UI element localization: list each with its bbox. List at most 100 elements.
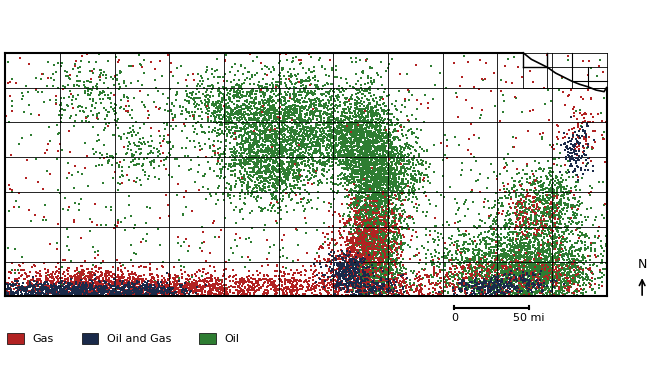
Point: [512, 263, 522, 269]
Point: [300, 141, 310, 147]
Point: [595, 267, 605, 273]
Point: [396, 213, 407, 219]
Point: [384, 174, 394, 180]
Point: [288, 124, 298, 130]
Point: [536, 184, 546, 190]
Point: [230, 125, 240, 131]
Point: [540, 205, 551, 211]
Point: [75, 59, 86, 65]
Point: [364, 268, 374, 274]
Point: [212, 67, 222, 73]
Point: [365, 186, 375, 192]
Point: [249, 168, 259, 174]
Point: [163, 289, 174, 295]
Point: [332, 260, 343, 266]
Point: [43, 288, 53, 294]
Point: [291, 110, 301, 116]
Point: [253, 164, 263, 170]
Point: [526, 281, 537, 287]
Point: [289, 287, 300, 293]
Point: [531, 278, 541, 284]
Point: [353, 283, 363, 289]
Point: [372, 267, 383, 273]
Point: [536, 233, 546, 239]
Point: [256, 156, 266, 162]
Point: [268, 192, 278, 198]
Point: [506, 250, 516, 256]
Point: [447, 252, 457, 257]
Point: [389, 151, 399, 157]
Point: [112, 285, 122, 291]
Point: [390, 261, 400, 267]
Point: [365, 235, 376, 241]
Point: [345, 148, 356, 154]
Point: [506, 253, 517, 259]
Point: [516, 283, 526, 289]
Point: [112, 289, 122, 295]
Point: [373, 195, 384, 201]
Point: [469, 268, 479, 274]
Point: [10, 282, 20, 288]
Point: [274, 149, 284, 155]
Point: [370, 259, 381, 265]
Point: [331, 93, 341, 99]
Point: [363, 211, 374, 217]
Point: [370, 174, 380, 180]
Point: [579, 145, 590, 151]
Point: [525, 222, 536, 228]
Point: [242, 151, 252, 157]
Point: [304, 96, 315, 102]
Point: [380, 224, 391, 230]
Point: [166, 107, 176, 113]
Point: [554, 266, 565, 272]
Point: [545, 267, 555, 273]
Point: [322, 154, 333, 160]
Point: [112, 293, 123, 299]
Point: [472, 267, 482, 273]
Point: [157, 285, 168, 290]
Point: [536, 274, 547, 280]
Point: [344, 148, 354, 154]
Point: [517, 231, 528, 237]
Point: [176, 243, 186, 249]
Point: [328, 152, 338, 158]
Point: [372, 135, 382, 141]
Point: [477, 270, 488, 276]
Point: [378, 168, 389, 174]
Point: [280, 101, 290, 106]
Point: [516, 275, 526, 281]
Point: [323, 91, 333, 96]
Point: [227, 64, 237, 70]
Point: [361, 96, 372, 102]
Point: [261, 137, 272, 143]
Point: [291, 119, 301, 125]
Point: [151, 282, 161, 288]
Point: [72, 73, 83, 79]
Point: [492, 278, 502, 284]
Point: [370, 239, 380, 245]
Point: [245, 279, 255, 285]
Point: [569, 279, 579, 285]
Point: [349, 243, 359, 249]
Point: [244, 151, 255, 157]
Point: [294, 104, 305, 110]
Point: [356, 214, 366, 220]
Point: [82, 85, 92, 91]
Point: [387, 292, 397, 298]
Point: [383, 249, 393, 255]
Point: [239, 120, 250, 126]
Point: [581, 232, 592, 238]
Point: [587, 270, 597, 276]
Point: [288, 102, 298, 108]
Point: [88, 290, 99, 296]
Point: [569, 268, 580, 274]
Point: [362, 265, 372, 270]
Point: [47, 83, 58, 89]
Point: [83, 78, 93, 84]
Point: [378, 268, 388, 274]
Point: [493, 283, 503, 289]
Point: [368, 248, 378, 254]
Point: [543, 266, 553, 272]
Point: [8, 289, 18, 295]
Point: [390, 167, 400, 173]
